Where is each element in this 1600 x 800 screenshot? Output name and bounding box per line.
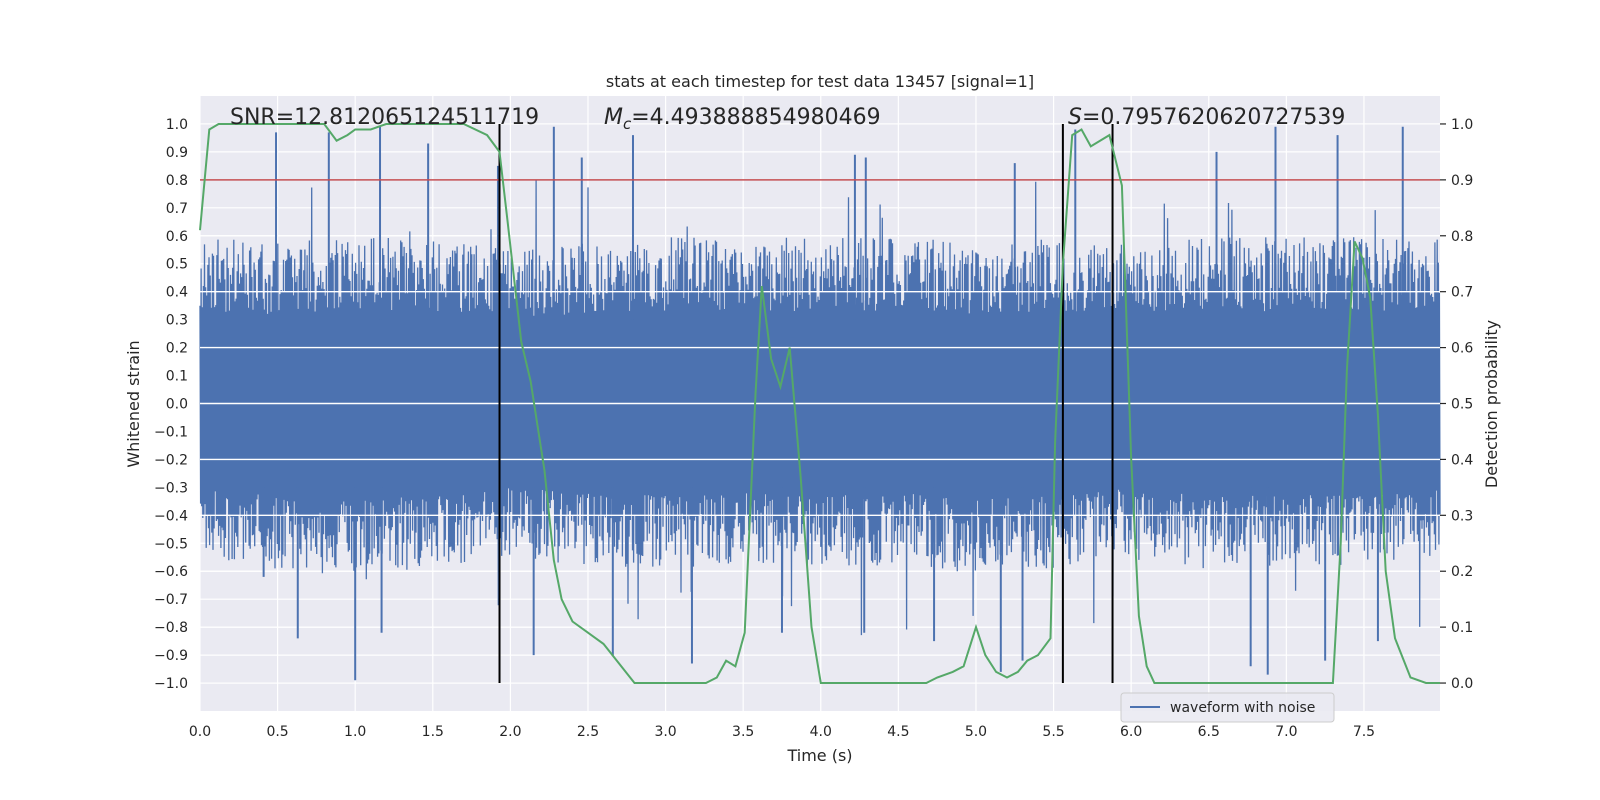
y-right-tick-label: 0.8 (1451, 229, 1473, 245)
snr-annotation: SNR=12.812065124511719 (230, 105, 539, 130)
x-tick-label: 6.5 (1198, 724, 1220, 740)
y-left-tick-label: −0.1 (154, 424, 188, 440)
x-tick-label: 1.0 (344, 724, 366, 740)
y-right-tick-label: 0.6 (1451, 341, 1473, 357)
x-tick-label: 6.0 (1120, 724, 1142, 740)
y-left-tick-label: −0.7 (154, 592, 188, 608)
waveform-series (199, 126, 1441, 681)
x-tick-label: 2.5 (577, 724, 599, 740)
x-tick-label: 1.5 (422, 724, 444, 740)
y-right-tick-label: 0.2 (1451, 564, 1473, 580)
x-tick-label: 4.5 (887, 724, 909, 740)
mc-label: M (604, 105, 623, 130)
legend-box (1120, 692, 1335, 723)
detection-probability-line (199, 123, 1440, 684)
y-left-tick-label: −0.8 (154, 620, 188, 636)
y-left-tick-label: 1.0 (166, 117, 188, 133)
y-left-tick-label: −0.9 (154, 648, 188, 664)
y-right-tick-label: 0.1 (1451, 620, 1473, 636)
s-label: S (1068, 105, 1082, 130)
y-axis-label-right: Detection probability (1482, 320, 1501, 488)
x-tick-label: 5.5 (1042, 724, 1064, 740)
x-tick-label: 5.0 (965, 724, 987, 740)
mc-subscript: c (623, 115, 632, 133)
y-left-tick-label: 0.9 (166, 145, 188, 161)
snr-label: SNR (230, 105, 276, 130)
legend-label-waveform: waveform with noise (1170, 700, 1315, 716)
y-left-tick-label: 0.7 (166, 201, 188, 217)
x-axis-label: Time (s) (786, 746, 852, 765)
y-right-tick-label: 0.4 (1451, 452, 1473, 468)
axes: 0.0 0.5 1.0 1.5 2.0 2.5 3.0 3.5 4.0 4.5 5.0 5.5 6.0 6… (154, 117, 1473, 740)
y-left-tick-label: 0.2 (166, 341, 188, 357)
overlays (199, 123, 1440, 684)
y-left-tick-label: 0.8 (166, 173, 188, 189)
x-tick-label: 3.0 (654, 724, 676, 740)
x-tick-label: 3.5 (732, 724, 754, 740)
y-left-tick-label: −1.0 (154, 676, 188, 692)
mc-annotation: Mc=4.493888854980469 (604, 105, 881, 133)
x-tick-label: 4.0 (810, 724, 832, 740)
y-right-tick-label: 0.3 (1451, 508, 1473, 524)
y-right-tick-label: 0.0 (1451, 676, 1473, 692)
y-left-tick-label: 0.0 (166, 397, 188, 413)
s-value: 0.7957620620727539 (1100, 105, 1345, 130)
mc-value: 4.493888854980469 (650, 105, 881, 130)
y-left-tick-label: 0.4 (166, 285, 188, 301)
y-right-tick-label: 0.7 (1451, 285, 1473, 301)
y-right-tick-label: 1.0 (1451, 117, 1473, 133)
y-left-tick-label: 0.6 (166, 229, 188, 245)
snr-value: 12.812065124511719 (294, 105, 539, 130)
x-tick-label: 2.0 (499, 724, 521, 740)
x-tick-label: 7.5 (1353, 724, 1375, 740)
y-left-tick-label: 0.1 (166, 369, 188, 385)
y-left-tick-label: 0.5 (166, 257, 188, 273)
s-annotation: S=0.7957620620727539 (1068, 105, 1345, 130)
x-tick-label: 0.0 (189, 724, 211, 740)
x-tick-label: 7.0 (1275, 724, 1297, 740)
x-tick-label: 0.5 (266, 724, 288, 740)
y-axis-label-left: Whitened strain (124, 340, 143, 467)
y-left-tick-label: 0.3 (166, 313, 188, 329)
y-left-tick-label: −0.6 (154, 564, 188, 580)
y-left-tick-label: −0.2 (154, 452, 188, 468)
mc-equals: = (631, 105, 649, 130)
y-right-tick-label: 0.5 (1451, 397, 1473, 413)
y-left-tick-label: −0.3 (154, 480, 188, 496)
legend: waveform with noise (1120, 692, 1335, 723)
s-equals: = (1082, 105, 1100, 130)
y-left-tick-label: −0.4 (154, 508, 188, 524)
y-right-tick-label: 0.9 (1451, 173, 1473, 189)
snr-equals: = (276, 105, 294, 130)
y-left-tick-label: −0.5 (154, 536, 188, 552)
chart-title: stats at each timestep for test data 134… (606, 72, 1034, 91)
